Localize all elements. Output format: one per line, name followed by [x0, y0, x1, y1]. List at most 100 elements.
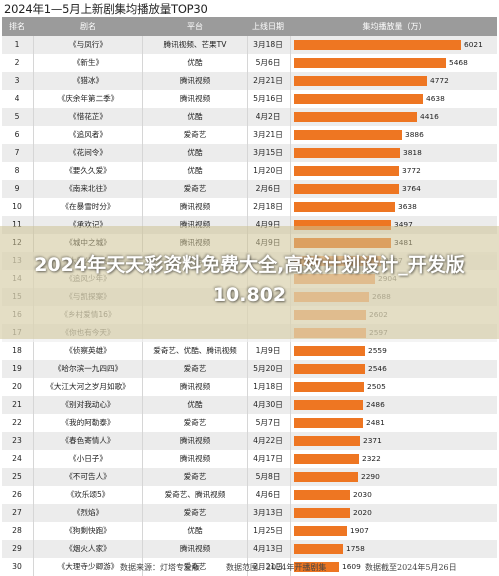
column-divider [290, 126, 291, 144]
column-divider [33, 108, 34, 126]
drama-name-cell: 《小日子》 [69, 454, 107, 463]
column-divider [142, 540, 143, 558]
column-divider [290, 54, 291, 72]
bar [294, 58, 446, 68]
drama-name-cell: 《不可告人》 [65, 472, 111, 481]
bar-value-label: 4416 [420, 112, 439, 121]
column-divider [142, 378, 143, 396]
column-divider [33, 180, 34, 198]
bar-value-label: 3638 [398, 202, 417, 211]
drama-name-cell: 《新生》 [72, 58, 104, 67]
column-divider [142, 486, 143, 504]
column-divider [142, 180, 143, 198]
table-row: 30 《大理寺少卿游》 爱奇艺 2月21日 1609 [2, 558, 497, 576]
platform-cell: 腾讯视频 [179, 76, 211, 85]
bar [294, 454, 359, 464]
column-divider [142, 36, 143, 54]
drama-name-cell: 《春色寄情人》 [61, 436, 115, 445]
bar [294, 526, 347, 536]
column-divider [33, 450, 34, 468]
column-divider [247, 396, 248, 414]
release-date-cell: 4月17日 [253, 454, 283, 463]
column-divider [247, 504, 248, 522]
column-divider [142, 54, 143, 72]
platform-cell: 腾讯视频 [179, 202, 211, 211]
release-date-cell: 4月22日 [253, 436, 283, 445]
column-divider [142, 360, 143, 378]
rank-cell: 11 [12, 220, 22, 229]
platform-cell: 腾讯视频、芒果TV [163, 40, 227, 49]
bar [294, 184, 399, 194]
column-divider [290, 162, 291, 180]
drama-name-cell: 《要久久爱》 [65, 166, 111, 175]
rank-cell: 30 [12, 562, 22, 571]
ranking-table: 排名 剧名 平台 上线日期 集均播放量（万） 1 《与凤行》 腾讯视频、芒果TV 3月… [2, 17, 497, 576]
rank-cell: 28 [12, 526, 22, 535]
rank-cell: 1 [14, 40, 20, 49]
overlay-title: 2024年天天彩资料免费大全,高效计划设计_开发版10.802 [34, 254, 465, 306]
release-date-cell: 5月16日 [253, 94, 283, 103]
column-divider [142, 108, 143, 126]
drama-name-cell: 《追风者》 [69, 130, 107, 139]
header-platform: 平台 [187, 22, 203, 31]
drama-name-cell: 《狗剩快跑》 [65, 526, 111, 535]
release-date-cell: 4月2日 [255, 112, 281, 121]
column-divider [290, 540, 291, 558]
column-divider [290, 522, 291, 540]
drama-name-cell: 《承欢记》 [69, 220, 107, 229]
column-divider [290, 342, 291, 360]
table-row: 4 《庆余年第二季》 腾讯视频 5月16日 4638 [2, 90, 497, 108]
column-divider [33, 540, 34, 558]
column-divider [142, 90, 143, 108]
bar-value-label: 2020 [353, 508, 372, 517]
platform-cell: 爱奇艺 [183, 472, 207, 481]
column-divider [290, 36, 291, 54]
release-date-cell: 1月20日 [253, 166, 283, 175]
bar [294, 364, 365, 374]
column-divider [33, 342, 34, 360]
column-divider [33, 432, 34, 450]
release-date-cell: 4月9日 [255, 220, 281, 229]
platform-cell: 爱奇艺、腾讯视频 [164, 490, 226, 499]
column-divider [33, 558, 34, 576]
column-divider [33, 54, 34, 72]
page-title: 2024年1—5月上新剧集均播放量TOP30 [4, 2, 208, 16]
watermark-overlay [0, 226, 499, 339]
column-divider [33, 414, 34, 432]
bar [294, 166, 399, 176]
column-divider [247, 216, 248, 234]
bar-value-label: 2559 [368, 346, 387, 355]
platform-cell: 爱奇艺 [183, 130, 207, 139]
drama-name-cell: 《侦察英雄》 [65, 346, 111, 355]
drama-name-cell: 《哈尔滨一九四四》 [53, 364, 123, 373]
rank-cell: 26 [12, 490, 22, 499]
table-row: 24 《小日子》 腾讯视频 4月17日 2322 [2, 450, 497, 468]
column-divider [142, 468, 143, 486]
rank-cell: 10 [12, 202, 22, 211]
drama-name-cell: 《花间令》 [69, 148, 107, 157]
table-row: 1 《与凤行》 腾讯视频、芒果TV 3月18日 6021 [2, 36, 497, 54]
bar-value-label: 2486 [366, 400, 385, 409]
table-row: 21 《别对我动心》 优酷 4月30日 2486 [2, 396, 497, 414]
rank-cell: 25 [12, 472, 22, 481]
column-divider [33, 378, 34, 396]
bar-value-label: 1907 [350, 526, 369, 535]
rank-cell: 9 [14, 184, 20, 193]
bar-value-label: 6021 [464, 40, 483, 49]
column-divider [247, 468, 248, 486]
rank-cell: 8 [14, 166, 20, 175]
column-divider [247, 72, 248, 90]
column-divider [142, 162, 143, 180]
column-divider [33, 198, 34, 216]
header-views: 集均播放量（万） [362, 22, 427, 31]
column-divider [247, 342, 248, 360]
table-row: 2 《新生》 优酷 5月6日 5468 [2, 54, 497, 72]
bar [294, 76, 427, 86]
platform-cell: 腾讯视频 [179, 220, 211, 229]
column-divider [247, 180, 248, 198]
column-divider [247, 414, 248, 432]
bar-value-label: 3818 [403, 148, 422, 157]
header-name: 剧名 [80, 22, 96, 31]
column-divider [142, 396, 143, 414]
bar-value-label: 2371 [363, 436, 382, 445]
